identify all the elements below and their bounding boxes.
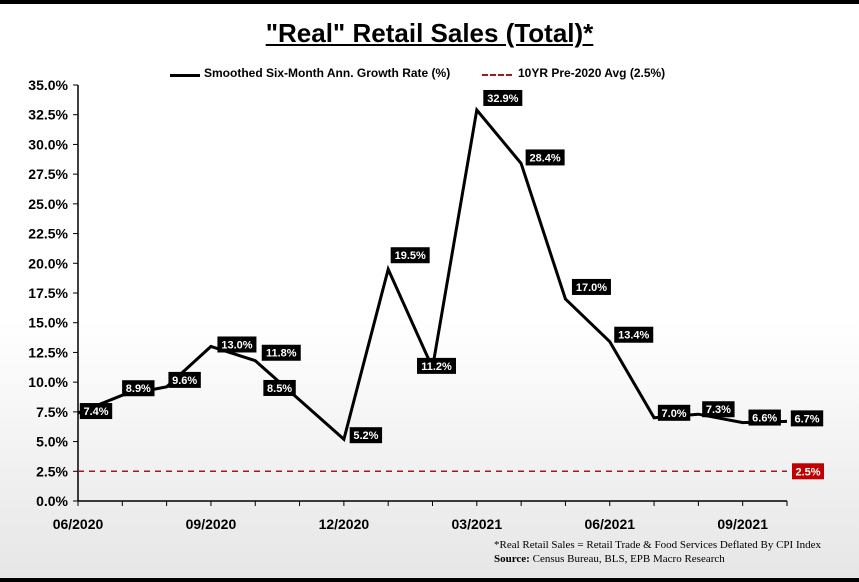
y-tick-label: 35.0% bbox=[28, 77, 68, 93]
data-label-box bbox=[748, 409, 781, 426]
data-label: 13.4% bbox=[614, 326, 654, 343]
data-label: 8.9% bbox=[122, 380, 155, 397]
data-label-text: 7.3% bbox=[706, 404, 731, 416]
data-label: 7.3% bbox=[702, 401, 735, 418]
data-label: 32.9% bbox=[483, 89, 523, 106]
source-label: Source: bbox=[494, 553, 530, 565]
data-label-box bbox=[390, 247, 430, 264]
y-tick-label: 20.0% bbox=[28, 255, 68, 271]
data-label-text: 5.2% bbox=[353, 430, 378, 442]
data-label-text: 11.8% bbox=[266, 348, 297, 360]
growth-series-line bbox=[77, 106, 788, 442]
data-label: 7.0% bbox=[657, 404, 691, 421]
data-label-text: 19.5% bbox=[395, 250, 426, 262]
data-label-text: 28.4% bbox=[530, 152, 561, 164]
data-label-text: 6.6% bbox=[752, 413, 777, 425]
legend-average-label: 10YR Pre-2020 Avg (2.5%) bbox=[518, 66, 666, 80]
y-tick-label: 22.5% bbox=[28, 226, 68, 242]
data-label: 6.6% bbox=[748, 409, 781, 426]
data-label: 7.4% bbox=[79, 403, 113, 420]
data-label: 11.8% bbox=[261, 344, 301, 361]
data-label-box bbox=[571, 278, 611, 295]
data-label-text: 13.4% bbox=[618, 330, 649, 342]
data-label: 8.5% bbox=[263, 379, 296, 396]
data-label-box bbox=[483, 89, 523, 106]
y-tick-label: 5.0% bbox=[36, 434, 68, 450]
data-label: 17.0% bbox=[571, 278, 611, 295]
data-label-text: 32.9% bbox=[487, 93, 518, 105]
y-tick-label: 2.5% bbox=[36, 463, 68, 479]
y-tick-label: 15.0% bbox=[28, 315, 68, 331]
data-label-box bbox=[217, 336, 257, 353]
data-label-box bbox=[263, 379, 296, 396]
data-label-text: 8.5% bbox=[267, 383, 292, 395]
y-tick-label: 10.0% bbox=[28, 374, 68, 390]
data-label-box bbox=[79, 403, 113, 420]
data-label: 6.7% bbox=[790, 410, 824, 427]
average-value-label: 2.5% bbox=[792, 463, 824, 480]
y-tick-label: 17.5% bbox=[28, 285, 68, 301]
data-label-text: 8.9% bbox=[126, 383, 151, 395]
line-chart: 0.0% 2.5% 5.0% 7.5% 10.0% 12.5% 15.0% 17.5% 20.0… bbox=[28, 77, 824, 532]
data-label-box bbox=[349, 427, 383, 444]
x-tick-label: 12/2020 bbox=[319, 516, 370, 532]
data-label: 13.0% bbox=[217, 336, 257, 353]
data-label-text: 13.0% bbox=[221, 339, 252, 351]
legend-growth-swatch bbox=[170, 74, 200, 77]
average-label-box bbox=[792, 463, 824, 480]
y-tick-label: 27.5% bbox=[28, 166, 68, 182]
y-tick-label: 7.5% bbox=[36, 404, 68, 420]
data-label-box bbox=[168, 371, 201, 388]
legend-growth-label: Smoothed Six-Month Ann. Growth Rate (%) bbox=[204, 66, 451, 80]
data-label-text: 9.6% bbox=[172, 375, 197, 387]
x-tick-label: 09/2021 bbox=[717, 516, 768, 532]
x-tick-label: 06/2020 bbox=[53, 516, 104, 532]
x-tick-label: 09/2020 bbox=[186, 516, 237, 532]
data-label-text: 7.4% bbox=[83, 406, 108, 418]
data-label-box bbox=[261, 344, 301, 361]
data-label-box bbox=[790, 410, 824, 427]
data-label-text: 6.7% bbox=[794, 413, 819, 425]
data-label-box bbox=[417, 357, 456, 374]
data-label: 9.6% bbox=[168, 371, 201, 388]
footnote-source: Source: Census Bureau, BLS, EPB Macro Re… bbox=[494, 552, 821, 566]
average-label-text: 2.5% bbox=[795, 466, 820, 478]
data-label-text: 7.0% bbox=[662, 408, 687, 420]
source-text: Census Bureau, BLS, EPB Macro Research bbox=[532, 553, 725, 565]
data-label: 11.2% bbox=[417, 357, 456, 374]
data-label-box bbox=[657, 404, 691, 421]
legend-average-swatch bbox=[482, 74, 512, 76]
y-tick-label: 32.5% bbox=[28, 107, 68, 123]
data-label: 5.2% bbox=[349, 427, 383, 444]
data-label-text: 11.2% bbox=[421, 361, 452, 373]
y-tick-label: 12.5% bbox=[28, 344, 68, 360]
x-tick-label: 03/2021 bbox=[452, 516, 503, 532]
data-label: 28.4% bbox=[525, 149, 565, 166]
data-label-box bbox=[702, 401, 735, 418]
data-label: 19.5% bbox=[390, 247, 430, 264]
y-tick-label: 30.0% bbox=[28, 136, 68, 152]
data-label-box bbox=[525, 149, 565, 166]
y-tick-label: 25.0% bbox=[28, 196, 68, 212]
data-label-box bbox=[122, 380, 155, 397]
x-tick-label: 06/2021 bbox=[584, 516, 635, 532]
footnote: *Real Retail Sales = Retail Trade & Food… bbox=[494, 538, 821, 566]
data-label-text: 17.0% bbox=[576, 282, 607, 294]
footnote-definition: *Real Retail Sales = Retail Trade & Food… bbox=[494, 539, 821, 551]
chart-title: "Real" Retail Sales (Total)* bbox=[265, 18, 594, 48]
y-tick-label: 0.0% bbox=[36, 493, 68, 509]
data-label-box bbox=[614, 326, 654, 343]
